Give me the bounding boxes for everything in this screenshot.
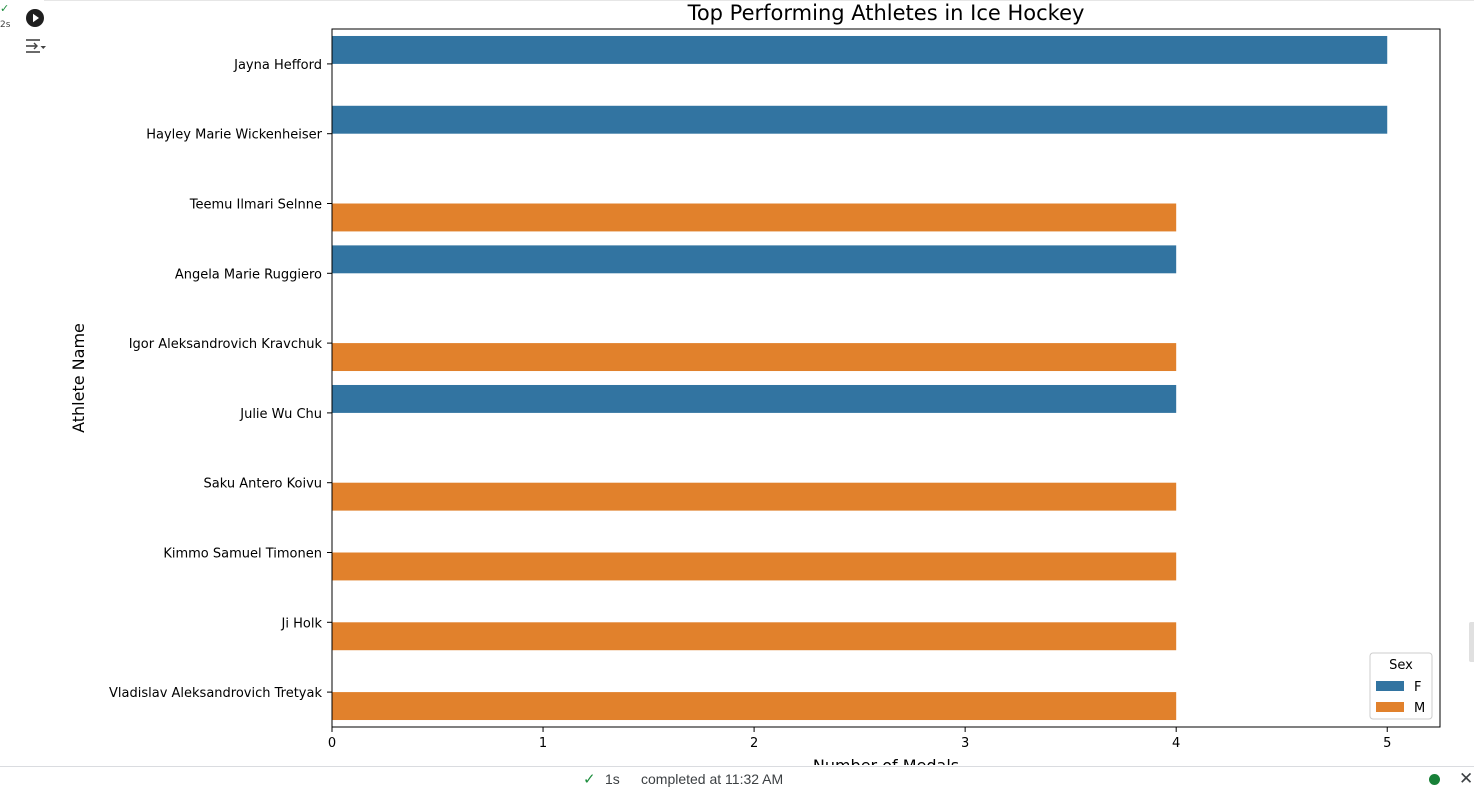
x-tick-label: 2 xyxy=(750,736,758,751)
legend-swatch-M xyxy=(1376,702,1404,712)
y-tick-label: Ji Holk xyxy=(281,616,323,631)
bar-F-5 xyxy=(332,384,1177,413)
x-axis-label: Number of Medals xyxy=(813,756,959,765)
x-tick-label: 3 xyxy=(961,736,969,751)
close-icon[interactable]: ✕ xyxy=(1459,769,1474,788)
cell-top-border xyxy=(44,0,1474,1)
y-tick-label: Hayley Marie Wickenheiser xyxy=(146,128,322,143)
output-options-button[interactable] xyxy=(25,37,47,55)
legend-swatch-F xyxy=(1376,681,1404,691)
output-toggle-icon xyxy=(26,39,46,53)
bar-M-8 xyxy=(332,622,1177,651)
x-tick-label: 4 xyxy=(1172,736,1180,751)
y-tick-label: Vladislav Aleksandrovich Tretyak xyxy=(109,686,322,701)
status-check-icon: ✓ xyxy=(583,771,596,788)
y-tick-label: Igor Aleksandrovich Kravchuk xyxy=(129,337,323,352)
plot-frame xyxy=(331,28,1441,728)
bar-F-0 xyxy=(332,35,1388,64)
chart-title: Top Performing Athletes in Ice Hockey xyxy=(687,1,1085,25)
cell-gutter: ✓ 2s xyxy=(0,0,60,765)
bar-M-2 xyxy=(332,203,1177,232)
x-tick-label: 0 xyxy=(328,736,336,751)
y-axis-label: Athlete Name xyxy=(69,323,88,433)
bar-M-9 xyxy=(332,692,1177,721)
y-tick-label: Julie Wu Chu xyxy=(239,407,322,422)
bar-M-4 xyxy=(332,343,1177,372)
y-tick-label: Saku Antero Koivu xyxy=(204,477,322,492)
run-cell-button[interactable] xyxy=(25,8,45,28)
exec-check-icon: ✓ xyxy=(0,2,10,15)
bar-F-1 xyxy=(332,105,1388,134)
x-tick-label: 1 xyxy=(539,736,547,751)
runtime-status-dot xyxy=(1429,774,1440,785)
legend-title: Sex xyxy=(1389,658,1413,673)
legend-label-M: M xyxy=(1414,701,1425,716)
exec-time: 2s xyxy=(0,20,11,30)
y-tick-label: Kimmo Samuel Timonen xyxy=(163,547,322,562)
status-bar: ✓ 1s completed at 11:32 AM ✕ xyxy=(0,766,1474,791)
status-message: completed at 11:32 AM xyxy=(641,771,784,787)
bar-F-3 xyxy=(332,245,1177,274)
output-resize-handle[interactable] xyxy=(1469,622,1474,662)
y-tick-label: Jayna Hefford xyxy=(233,58,322,73)
bar-M-7 xyxy=(332,552,1177,581)
bar-chart: 0 1 2 3 4 5 Jayna Hefford Hayley Marie Wickenhe… xyxy=(69,1,1441,765)
bar-M-6 xyxy=(332,482,1177,511)
y-tick-label: Angela Marie Ruggiero xyxy=(175,267,322,282)
x-tick-label: 5 xyxy=(1383,736,1391,751)
legend-label-F: F xyxy=(1414,680,1421,695)
status-duration: 1s xyxy=(605,771,620,787)
play-circle-icon xyxy=(26,9,44,27)
y-tick-label: Teemu Ilmari Selnne xyxy=(189,198,322,213)
